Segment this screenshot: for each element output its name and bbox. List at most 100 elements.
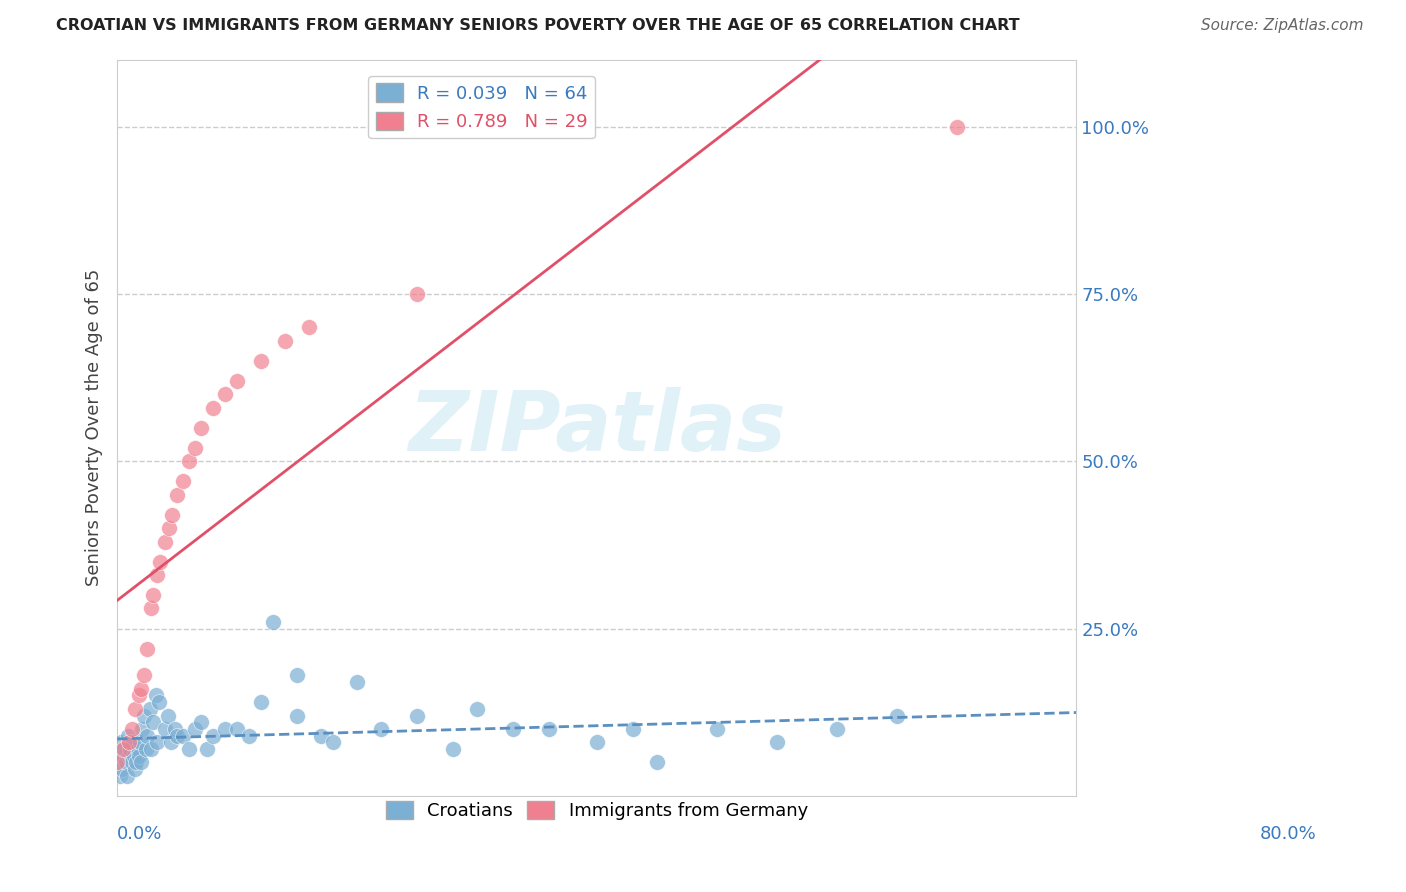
Point (148, 695, 170, 709)
Point (184, 722, 207, 736)
Point (121, 756, 143, 770)
Point (129, 735, 152, 749)
Point (138, 702, 160, 716)
Text: CROATIAN VS IMMIGRANTS FROM GERMANY SENIORS POVERTY OVER THE AGE OF 65 CORRELATI: CROATIAN VS IMMIGRANTS FROM GERMANY SENI… (56, 18, 1019, 33)
Point (139, 742, 162, 756)
Point (129, 681, 152, 696)
Point (115, 769, 138, 783)
Point (132, 668, 155, 682)
Y-axis label: Seniors Poverty Over the Age of 65: Seniors Poverty Over the Age of 65 (86, 269, 103, 586)
Point (145, 735, 167, 749)
Point (163, 722, 186, 736)
Point (706, 722, 728, 736)
Point (886, 708, 908, 723)
Point (125, 756, 148, 770)
Point (226, 374, 249, 388)
Point (112, 742, 135, 756)
Point (537, 722, 560, 736)
Text: Source: ZipAtlas.com: Source: ZipAtlas.com (1201, 18, 1364, 33)
Point (128, 689, 150, 703)
Point (110, 735, 132, 749)
Point (202, 401, 225, 415)
Text: 0.0%: 0.0% (117, 825, 163, 843)
Point (226, 722, 249, 736)
Point (142, 588, 165, 602)
Point (105, 756, 128, 770)
Point (124, 762, 146, 776)
Point (136, 729, 159, 743)
Point (250, 353, 273, 368)
Point (172, 475, 194, 489)
Text: 80.0%: 80.0% (1260, 825, 1316, 843)
Point (156, 708, 179, 723)
Text: ZIPatlas: ZIPatlas (408, 387, 786, 468)
Point (135, 742, 157, 756)
Point (346, 675, 368, 690)
Point (122, 748, 145, 763)
Point (465, 702, 488, 716)
Point (172, 729, 194, 743)
Point (157, 521, 180, 535)
Point (298, 320, 321, 334)
Point (585, 735, 607, 749)
Point (195, 742, 218, 756)
Point (322, 735, 344, 749)
Point (262, 615, 284, 629)
Point (108, 769, 131, 783)
Point (765, 735, 787, 749)
Point (105, 756, 128, 770)
Point (142, 715, 165, 730)
Point (128, 748, 150, 763)
Point (190, 715, 212, 730)
Point (945, 120, 967, 134)
Point (214, 722, 236, 736)
Point (114, 756, 136, 770)
Point (621, 722, 644, 736)
Point (825, 722, 848, 736)
Point (129, 756, 152, 770)
Point (136, 641, 159, 656)
Point (238, 729, 260, 743)
Point (139, 601, 162, 615)
Point (285, 708, 308, 723)
Point (131, 722, 153, 736)
Point (214, 387, 236, 401)
Point (132, 708, 155, 723)
Point (309, 729, 332, 743)
Point (112, 748, 135, 763)
Point (179, 454, 201, 468)
Point (112, 742, 135, 756)
Point (441, 742, 464, 756)
Point (184, 441, 207, 455)
Point (406, 286, 429, 301)
Point (153, 534, 176, 549)
Point (149, 555, 172, 569)
Point (145, 568, 167, 582)
Point (153, 722, 176, 736)
Point (127, 742, 149, 756)
Point (117, 729, 139, 743)
Point (202, 729, 225, 743)
Point (406, 708, 429, 723)
Point (118, 735, 141, 749)
Point (162, 508, 184, 522)
Legend: Croatians, Immigrants from Germany: Croatians, Immigrants from Germany (378, 794, 815, 827)
Point (124, 702, 146, 716)
Point (370, 722, 392, 736)
Point (166, 488, 188, 502)
Point (166, 729, 188, 743)
Point (645, 756, 668, 770)
Point (179, 742, 201, 756)
Point (160, 735, 183, 749)
Point (190, 421, 212, 435)
Point (145, 689, 167, 703)
Point (250, 695, 273, 709)
Point (502, 722, 524, 736)
Point (285, 668, 308, 682)
Point (118, 748, 141, 763)
Point (111, 762, 134, 776)
Point (120, 742, 142, 756)
Point (274, 334, 297, 348)
Point (121, 722, 143, 736)
Point (121, 735, 143, 749)
